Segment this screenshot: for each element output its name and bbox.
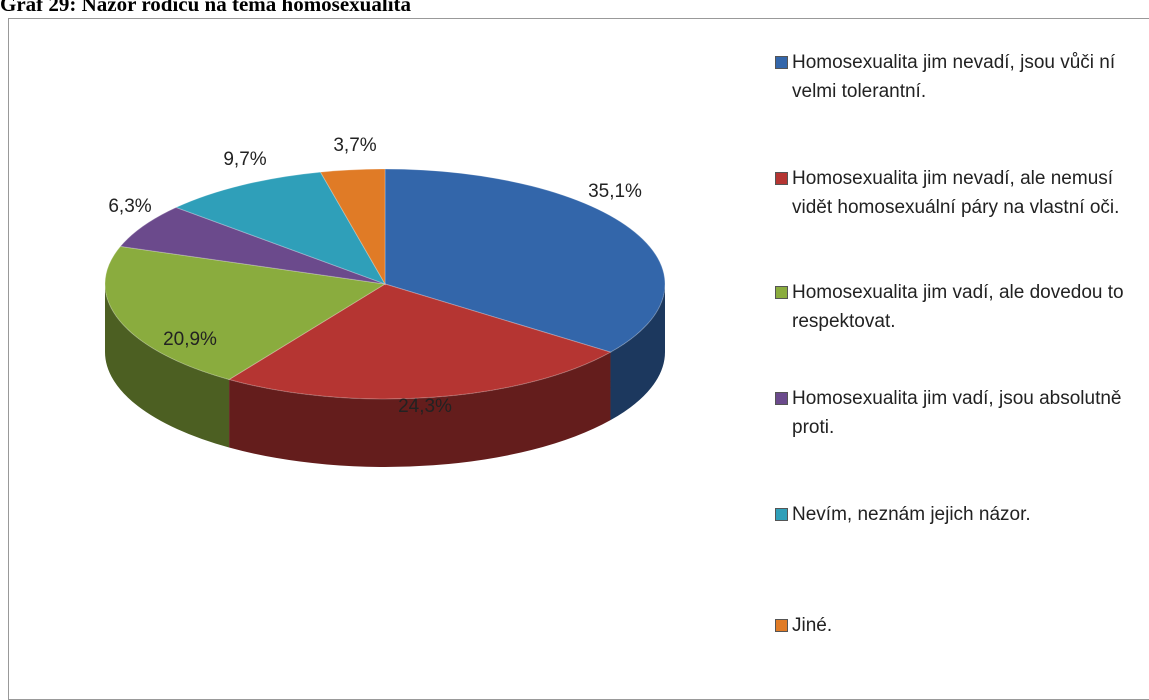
- legend-swatch: [775, 286, 788, 299]
- data-label: 9,7%: [223, 149, 266, 170]
- legend-swatch: [775, 172, 788, 185]
- data-label: 3,7%: [333, 135, 376, 156]
- legend-label: Jiné.: [792, 615, 833, 636]
- legend-item: Jiné.: [775, 611, 1135, 640]
- legend-swatch: [775, 508, 788, 521]
- data-label: 35,1%: [588, 181, 642, 202]
- data-label: 20,9%: [163, 329, 217, 350]
- legend-label: Homosexualita jim vadí, ale dovedou to r…: [792, 282, 1124, 332]
- chart: 35,1% 24,3% 20,9% 6,3% 9,7% 3,7%: [104, 135, 666, 467]
- slice: [384, 168, 666, 353]
- legend-label: Homosexualita jim vadí, jsou absolutně p…: [792, 388, 1122, 438]
- legend-label: Homosexualita jim nevadí, jsou vůči ní v…: [792, 52, 1116, 102]
- legend-item: Homosexualita jim vadí, ale dovedou to r…: [775, 278, 1135, 336]
- slice: [119, 206, 386, 285]
- legend-swatch: [775, 392, 788, 405]
- data-label: 6,3%: [108, 196, 151, 217]
- legend-label: Nevím, neznám jejich názor.: [792, 504, 1031, 525]
- slice: [104, 245, 387, 381]
- slice-side: [229, 352, 611, 467]
- slice-side: [105, 284, 230, 448]
- legend-item: Homosexualita jim nevadí, jsou vůči ní v…: [775, 48, 1135, 106]
- slice: [174, 171, 387, 285]
- legend-item: Homosexualita jim nevadí, ale nemusí vid…: [775, 164, 1135, 222]
- slice-side: [610, 284, 665, 421]
- slice: [319, 168, 386, 286]
- legend-swatch: [775, 56, 788, 69]
- legend-swatch: [775, 619, 788, 632]
- legend-label: Homosexualita jim nevadí, ale nemusí vid…: [792, 168, 1120, 218]
- legend-item: Nevím, neznám jejich názor.: [775, 500, 1135, 529]
- legend-item: Homosexualita jim vadí, jsou absolutně p…: [775, 384, 1135, 442]
- slice: [227, 283, 612, 400]
- chart-title: Graf 29: Názor rodičů na téma homosexual…: [0, 0, 416, 17]
- data-label: 24,3%: [398, 396, 452, 417]
